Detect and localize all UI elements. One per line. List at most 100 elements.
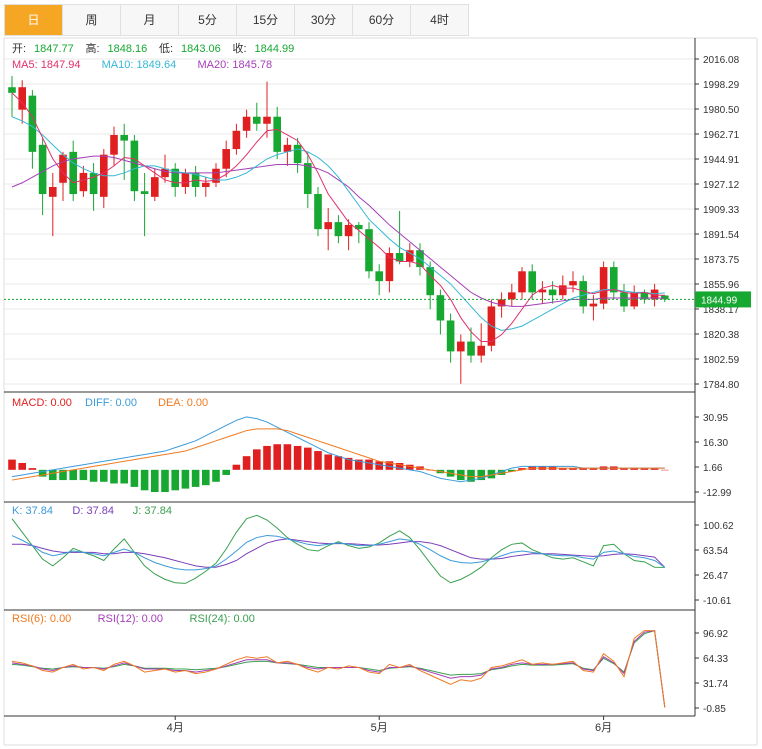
- candle[interactable]: [222, 149, 230, 169]
- candle[interactable]: [79, 172, 88, 192]
- rsi-panel: [11, 629, 666, 708]
- candle[interactable]: [28, 95, 37, 152]
- candle[interactable]: [304, 163, 312, 195]
- candle[interactable]: [650, 289, 659, 300]
- candle[interactable]: [171, 168, 179, 187]
- price-tick-label: 1962.71: [703, 130, 740, 141]
- ma20-line: [11, 155, 665, 307]
- candle[interactable]: [548, 289, 557, 296]
- macd-bar: [467, 469, 475, 482]
- candle[interactable]: [283, 144, 292, 152]
- candle[interactable]: [8, 87, 16, 93]
- candle[interactable]: [232, 130, 241, 150]
- candle[interactable]: [395, 253, 404, 262]
- price-tick-label: 1873.75: [703, 255, 740, 266]
- ohlc-legend-item: 1843.06: [181, 43, 221, 55]
- candle[interactable]: [263, 116, 271, 124]
- candle[interactable]: [375, 271, 383, 282]
- macd-bar: [395, 463, 404, 470]
- candle[interactable]: [599, 267, 608, 304]
- ma5-line: [11, 92, 665, 343]
- macd-bar: [59, 469, 67, 481]
- candle[interactable]: [640, 292, 649, 300]
- ma-legend-item: MA20: 1845.78: [198, 59, 273, 71]
- candle[interactable]: [528, 271, 536, 293]
- price-panel: [4, 75, 695, 384]
- price-tick-label: 1784.80: [703, 380, 740, 391]
- current-price-label: 1844.99: [701, 295, 738, 306]
- price-tick-label: 1944.91: [703, 155, 740, 166]
- candle[interactable]: [457, 341, 465, 352]
- candle[interactable]: [38, 144, 47, 195]
- tab-7[interactable]: 4时: [411, 5, 469, 35]
- tab-1[interactable]: 周: [63, 5, 121, 35]
- tab-5[interactable]: 30分: [295, 5, 353, 35]
- macd-bar: [181, 469, 190, 489]
- candle[interactable]: [110, 134, 118, 155]
- candle[interactable]: [579, 281, 587, 307]
- candle[interactable]: [293, 144, 302, 164]
- candle[interactable]: [140, 191, 149, 195]
- candle[interactable]: [151, 177, 159, 197]
- candle[interactable]: [202, 182, 210, 187]
- month-label: 6月: [595, 722, 612, 734]
- candle[interactable]: [89, 172, 98, 195]
- candle[interactable]: [518, 271, 526, 293]
- candle[interactable]: [314, 194, 322, 230]
- macd-panel: [8, 416, 669, 493]
- candle[interactable]: [426, 267, 434, 296]
- candle[interactable]: [661, 295, 669, 300]
- candle[interactable]: [385, 253, 394, 282]
- tab-6[interactable]: 60分: [353, 5, 411, 35]
- candle[interactable]: [69, 151, 77, 195]
- candle[interactable]: [467, 341, 475, 356]
- grid: [3, 37, 758, 746]
- macd-legend-item: DEA: 0.00: [158, 397, 208, 409]
- candle[interactable]: [49, 186, 57, 197]
- candle[interactable]: [589, 303, 598, 307]
- price-tick-label: 2016.08: [703, 55, 740, 66]
- tab-0[interactable]: 日: [5, 5, 63, 35]
- macd-bar: [355, 459, 363, 470]
- macd-bar: [130, 469, 139, 487]
- candle[interactable]: [446, 320, 455, 352]
- rsi-tick-label: 64.33: [703, 654, 728, 665]
- candle[interactable]: [610, 267, 618, 293]
- price-tick-label: 1891.54: [703, 230, 740, 241]
- candle[interactable]: [334, 222, 343, 237]
- candle[interactable]: [477, 345, 485, 356]
- candle[interactable]: [344, 224, 353, 237]
- macd-bar: [304, 447, 312, 470]
- candle[interactable]: [181, 172, 190, 187]
- candle[interactable]: [538, 289, 547, 293]
- candle[interactable]: [212, 168, 220, 183]
- candle[interactable]: [273, 116, 281, 152]
- candle[interactable]: [569, 281, 577, 286]
- tab-3[interactable]: 5分: [179, 5, 237, 35]
- macd-bar: [569, 468, 577, 470]
- candle[interactable]: [436, 295, 445, 321]
- macd-bar: [69, 469, 77, 481]
- candle[interactable]: [497, 299, 506, 307]
- rsi-legend-item: RSI(6): 0.00: [12, 613, 71, 625]
- candle[interactable]: [559, 285, 567, 296]
- candle[interactable]: [324, 222, 332, 230]
- candle[interactable]: [253, 116, 261, 124]
- tab-4[interactable]: 15分: [237, 5, 295, 35]
- rsi-tick-label: 96.92: [703, 629, 728, 640]
- candle[interactable]: [365, 229, 373, 272]
- tab-2[interactable]: 月: [121, 5, 179, 35]
- candle[interactable]: [406, 250, 414, 262]
- ohlc-legend-item: 1848.16: [108, 43, 148, 55]
- kdj-legend-item: D: 37.84: [72, 505, 114, 517]
- candle[interactable]: [242, 116, 251, 131]
- candle[interactable]: [59, 154, 67, 183]
- candle[interactable]: [161, 168, 169, 178]
- candle[interactable]: [355, 224, 363, 230]
- candle[interactable]: [630, 292, 638, 307]
- candle[interactable]: [120, 134, 128, 141]
- candle[interactable]: [18, 87, 26, 110]
- candle[interactable]: [130, 140, 139, 192]
- candle[interactable]: [508, 292, 516, 300]
